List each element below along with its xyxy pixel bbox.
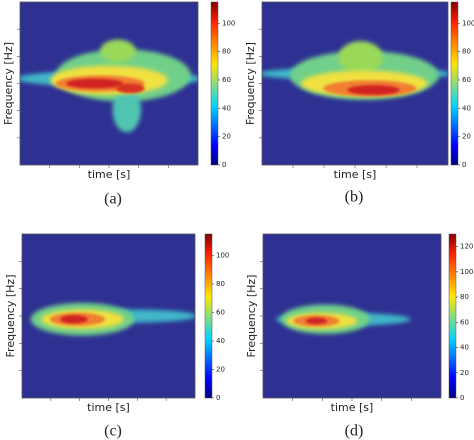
colorbar-tick-label: 100 — [216, 251, 229, 259]
caption: (b) — [345, 189, 364, 206]
colorbar-tick-label: 20 — [460, 369, 469, 377]
caption: (d) — [345, 423, 364, 440]
y-axis-label: Frequency [Hz] — [2, 42, 15, 125]
colorbar-tick-label: 80 — [460, 293, 469, 301]
colorbar-tick-label: 0 — [216, 394, 220, 402]
x-axis-label: time [s] — [334, 168, 377, 181]
heatmap-region — [100, 39, 136, 63]
panel: Frequency [Hz] time [s] (d) 0 20 40 60 80 100 120 — [245, 233, 473, 440]
caption: (a) — [104, 191, 122, 208]
heatmap — [20, 39, 198, 133]
heatmap-region — [66, 78, 124, 89]
x-axis-label: time [s] — [87, 401, 130, 414]
colorbar-tick-label: 40 — [460, 344, 469, 352]
colorbar-tick-label: 80 — [216, 280, 225, 288]
colorbar-tick-label: 80 — [462, 48, 471, 56]
colorbar-tick-label: 20 — [222, 133, 231, 141]
colorbar — [450, 1, 459, 166]
colorbar-tick-label: 40 — [222, 104, 231, 112]
colorbar-tick-label: 40 — [462, 104, 471, 112]
panel: Frequency [Hz] time [s] (c) 0 20 40 60 80 100 — [4, 233, 229, 440]
colorbar-tick-label: 0 — [222, 161, 226, 169]
y-axis-label: Frequency [Hz] — [245, 275, 258, 358]
colorbar-tick-label: 0 — [460, 394, 464, 402]
colorbar-tick-label: 100 — [460, 268, 473, 276]
heatmap — [30, 302, 195, 336]
colorbar-tick-label: 100 — [462, 19, 474, 27]
colorbar-tick-label: 60 — [216, 308, 225, 316]
colorbar-tick-label: 60 — [462, 76, 471, 84]
colorbar-tick-label: 60 — [222, 76, 231, 84]
colorbar — [204, 233, 213, 399]
colorbar-tick-label: 20 — [462, 133, 471, 141]
heatmap-region — [112, 86, 142, 133]
caption: (c) — [104, 423, 122, 440]
colorbar — [210, 1, 219, 166]
colorbar-tick-label: 80 — [222, 48, 231, 56]
panel: Frequency [Hz] time [s] (a) 0 20 40 60 80 100 — [2, 1, 235, 208]
heatmap — [275, 304, 411, 335]
colorbar — [448, 233, 457, 399]
heatmap-region — [338, 41, 383, 74]
y-axis-label: Frequency [Hz] — [4, 275, 17, 358]
heatmap-region — [60, 315, 88, 324]
y-axis-label: Frequency [Hz] — [244, 42, 257, 125]
panel: Frequency [Hz] time [s] (b) 0 20 40 60 80 100 — [244, 1, 474, 206]
colorbar-tick-label: 20 — [216, 365, 225, 373]
colorbar-tick-label: 0 — [462, 161, 466, 169]
colorbar-tick-label: 40 — [216, 337, 225, 345]
colorbar-tick-label: 120 — [460, 243, 473, 251]
colorbar-tick-label: 60 — [460, 318, 469, 326]
heatmap-region — [116, 83, 145, 94]
heatmap-region — [305, 317, 328, 325]
heatmap-region — [347, 85, 400, 95]
colorbar-tick-label: 100 — [222, 19, 235, 27]
heatmap — [262, 41, 448, 100]
x-axis-label: time [s] — [88, 168, 131, 181]
x-axis-label: time [s] — [331, 401, 374, 414]
